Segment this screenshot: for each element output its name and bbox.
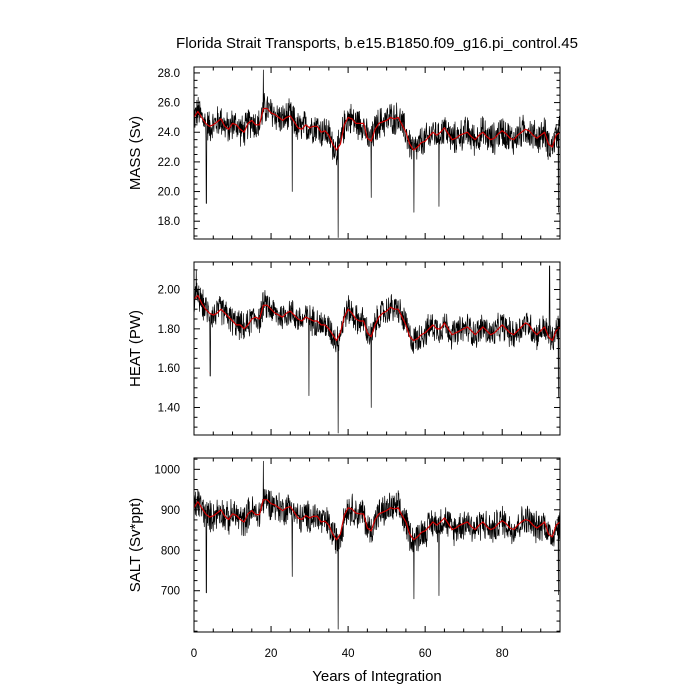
- heat-raw-series-line: [194, 265, 560, 434]
- x-tick-label: 40: [342, 648, 355, 660]
- mass-y-tick-label: 28.0: [158, 68, 180, 80]
- heat-y-tick-label: 1.80: [158, 324, 180, 336]
- mass-plot-frame: [193, 66, 561, 240]
- x-tick-label: 80: [496, 648, 509, 660]
- heat-plot-frame: [193, 261, 561, 436]
- heat-plot-area: [194, 265, 560, 434]
- salt-smoothed-series-line: [194, 499, 560, 541]
- mass-raw-series-line: [194, 69, 560, 238]
- mass-panel: 18.0 20.0 22.0 24.0 26.0 28.0 MASS (Sv): [127, 66, 561, 240]
- x-axis-label: Years of Integration: [312, 668, 442, 685]
- salt-y-tick-label: 1000: [154, 464, 180, 476]
- mass-y-axis-label: MASS (Sv): [127, 116, 144, 190]
- heat-panel: 1.40 1.60 1.80 2.00 HEAT (PW): [127, 261, 561, 436]
- mass-plot-area: [194, 69, 560, 238]
- x-tick-label: 0: [191, 648, 197, 660]
- salt-y-tick-label: 900: [161, 505, 180, 517]
- heat-x-ticks: [193, 262, 561, 435]
- x-tick-label: 20: [265, 648, 278, 660]
- chart-title: Florida Strait Transports, b.e15.B1850.f…: [176, 35, 578, 52]
- salt-raw-series-line: [194, 460, 560, 630]
- heat-smoothed-series-line: [194, 294, 560, 342]
- mass-y-axis: 18.0 20.0 22.0 24.0 26.0 28.0: [158, 68, 560, 237]
- salt-y-axis-label: SALT (Sv*ppt): [127, 498, 144, 592]
- mass-y-tick-label: 18.0: [158, 216, 180, 228]
- heat-y-tick-label: 1.40: [158, 402, 180, 414]
- heat-y-axis-label: HEAT (PW): [127, 310, 144, 387]
- salt-y-tick-label: 700: [161, 586, 180, 598]
- heat-y-axis: 1.40 1.60 1.80 2.00: [158, 269, 560, 428]
- mass-x-ticks: [193, 67, 561, 239]
- mass-y-tick-label: 20.0: [158, 187, 180, 199]
- salt-y-tick-label: 800: [161, 545, 180, 557]
- mass-y-tick-label: 24.0: [158, 127, 180, 139]
- heat-y-tick-label: 2.00: [158, 285, 180, 297]
- heat-y-tick-label: 1.60: [158, 363, 180, 375]
- salt-x-ticks: 0 20 40 60 80: [191, 458, 561, 660]
- salt-plot-frame: [193, 457, 561, 633]
- salt-y-axis: 700 800 900 1000: [154, 458, 560, 632]
- salt-plot-area: [194, 460, 560, 630]
- salt-panel: 700 800 900 1000 SALT (Sv*ppt) 0 20 40 60 80: [127, 457, 561, 660]
- mass-smoothed-series-line: [194, 107, 560, 151]
- mass-y-tick-label: 26.0: [158, 98, 180, 110]
- mass-y-tick-label: 22.0: [158, 157, 180, 169]
- x-tick-label: 60: [419, 648, 432, 660]
